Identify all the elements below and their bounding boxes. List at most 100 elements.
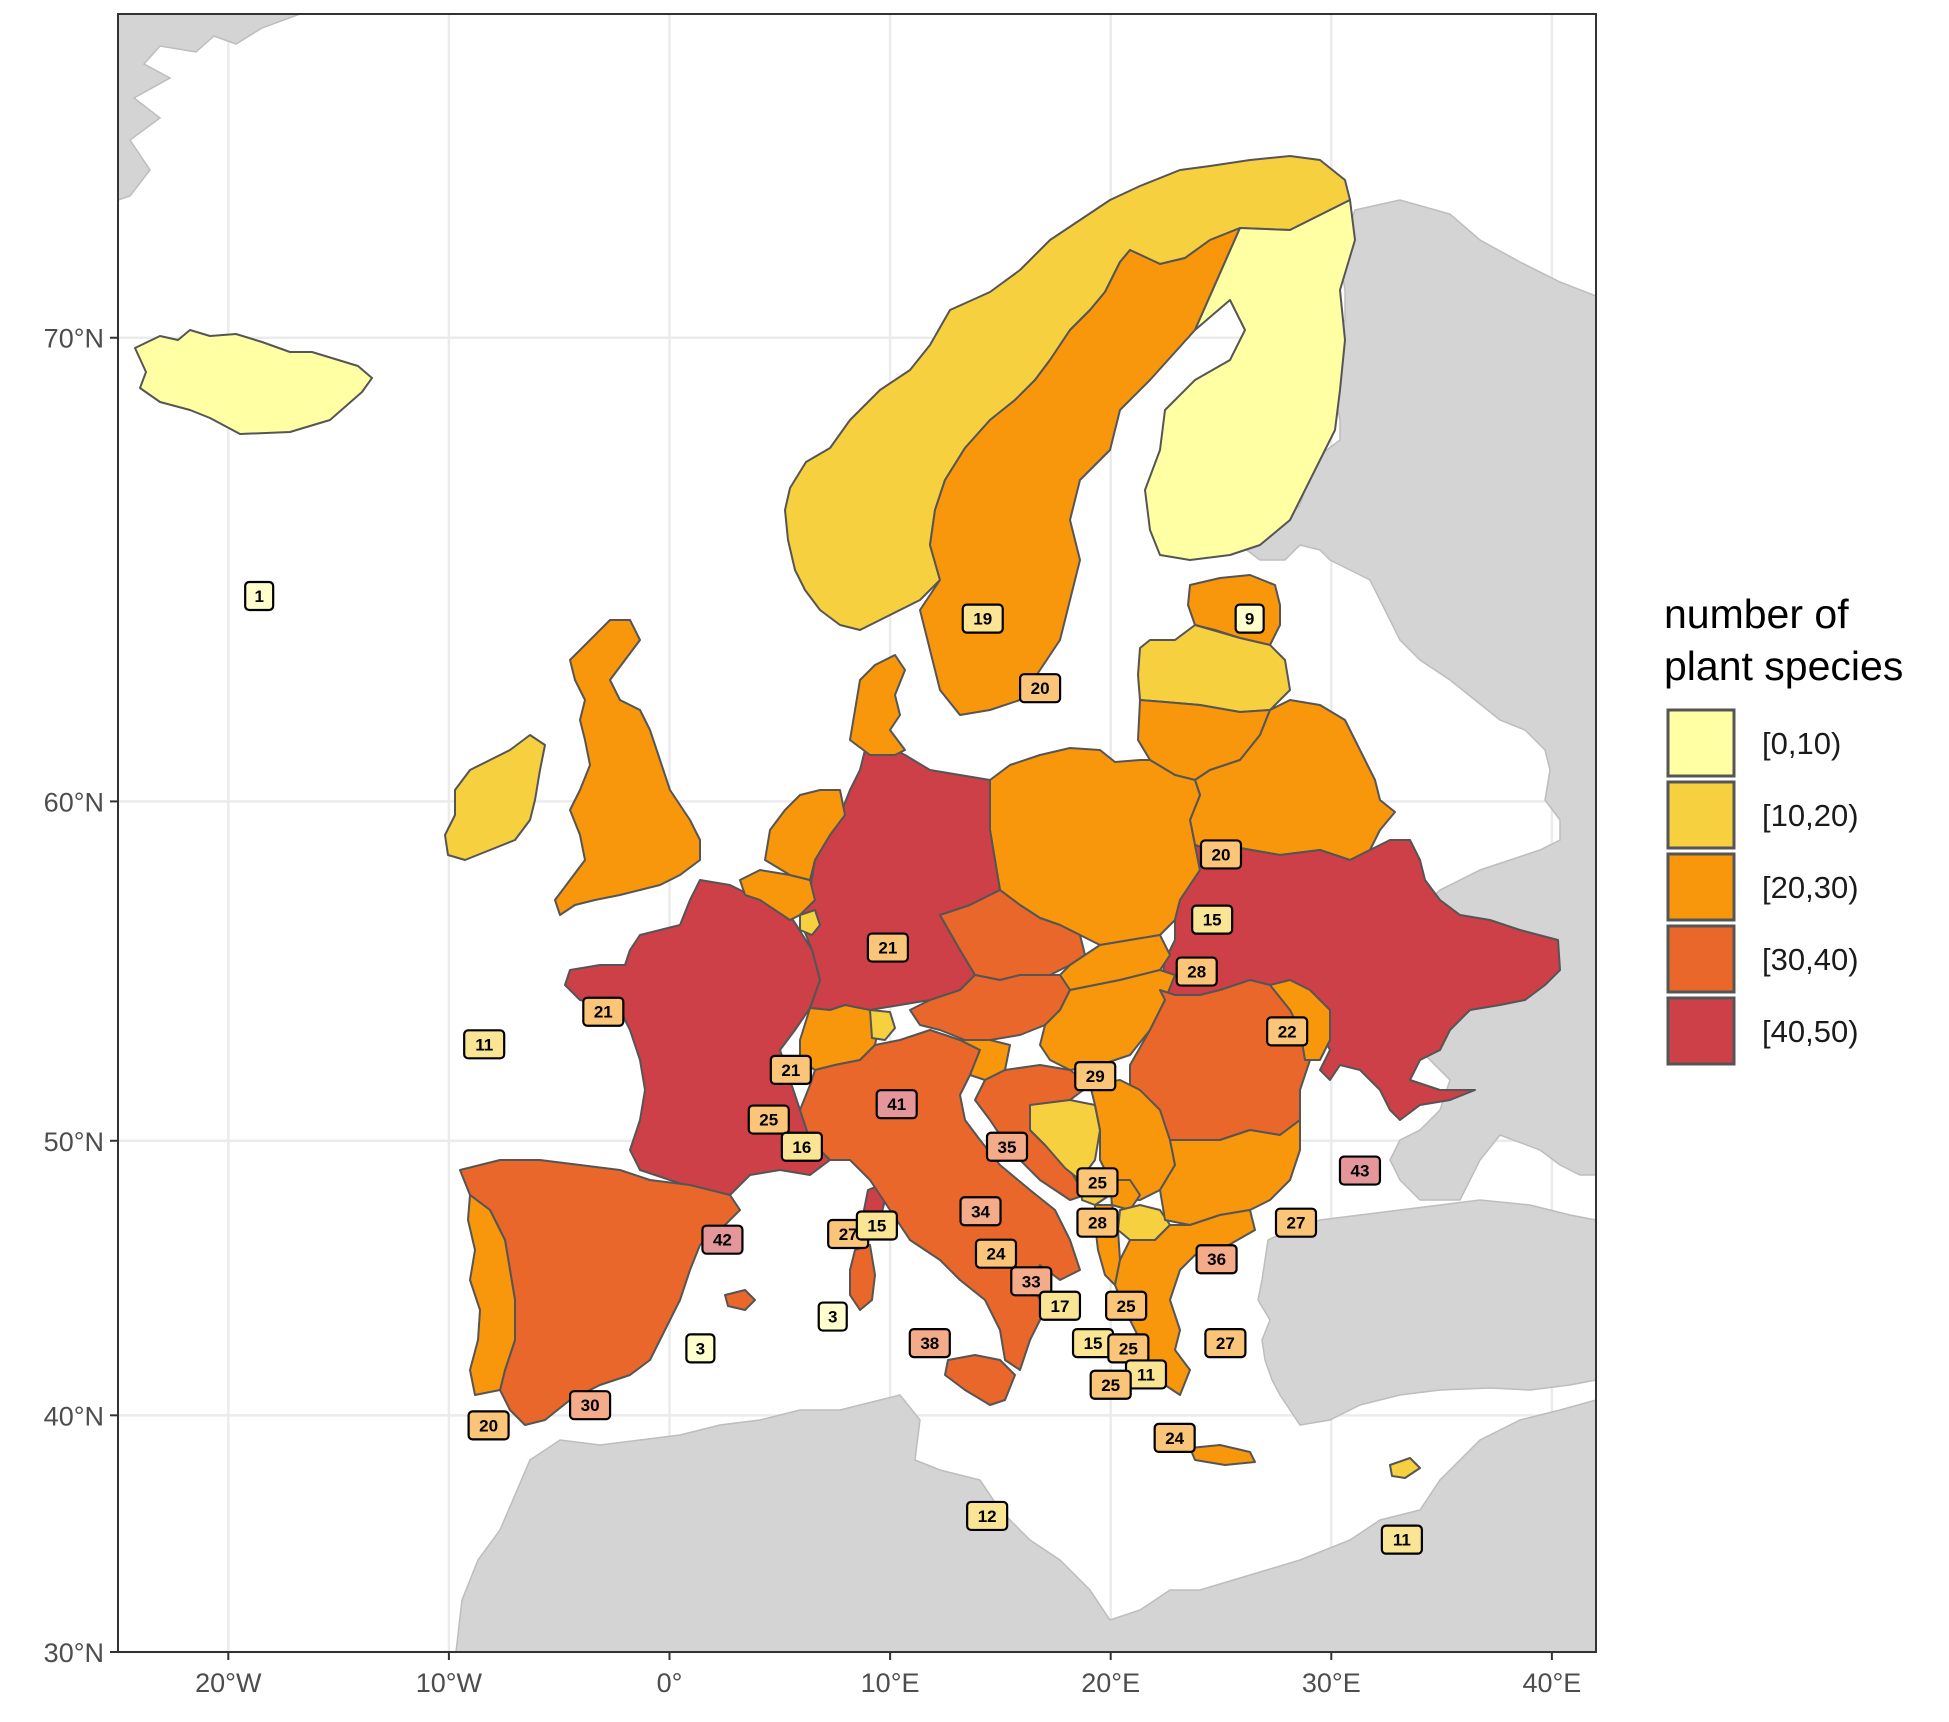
badge-value: 30	[581, 1396, 600, 1415]
value-label-badge: 25	[1089, 1369, 1132, 1400]
badge-box	[908, 1328, 951, 1359]
badge-value: 20	[1212, 845, 1231, 864]
value-label-badge: 20	[1199, 839, 1243, 870]
value-label-badge: 9	[1234, 603, 1265, 634]
value-label-badge: 11	[1380, 1524, 1423, 1555]
badge-value: 25	[1119, 1339, 1138, 1358]
hungary-region	[1039, 969, 1176, 1071]
panel-border	[117, 13, 1597, 1653]
value-label-badge: 22	[1266, 1016, 1309, 1047]
value-label-badge: 24	[974, 1238, 1018, 1269]
value-label-badge: 21	[582, 996, 625, 1027]
badge-value: 11	[1393, 1531, 1411, 1550]
badge-value: 21	[878, 939, 897, 958]
portugal-region	[467, 1194, 516, 1396]
y-tick-label: 60°N	[44, 787, 104, 817]
value-label-badge: 21	[769, 1054, 812, 1085]
y-tick-label: 40°N	[44, 1401, 104, 1431]
badge-value: 3	[696, 1339, 705, 1358]
badge-box	[701, 1224, 744, 1255]
value-label-badge: 11	[1124, 1359, 1168, 1390]
badge-box	[1195, 1244, 1238, 1275]
badge-value: 11	[1137, 1365, 1155, 1384]
badge-box	[866, 932, 909, 963]
legend-key-label: [0,10)	[1762, 726, 1841, 761]
value-label-badge: 33	[1010, 1266, 1053, 1297]
x-axis: 20°W 10°W 0° 10°E 20°E 30°E 40°E	[195, 1652, 1581, 1698]
badge-box	[467, 1410, 510, 1441]
finland-region	[1144, 199, 1356, 561]
legend-key-label: [20,30)	[1762, 870, 1859, 905]
baleares-region	[724, 1289, 756, 1311]
value-label-badge: 38	[908, 1328, 951, 1359]
value-label-badge: 43	[1338, 1155, 1382, 1186]
badge-value: 25	[759, 1111, 778, 1130]
badge-value: 12	[978, 1507, 997, 1526]
iceland-region	[134, 329, 373, 435]
badge-box	[1274, 1207, 1318, 1238]
badge-value: 24	[987, 1245, 1006, 1264]
legend-key-swatch	[1666, 924, 1736, 994]
y-tick-label: 70°N	[44, 324, 104, 354]
badge-value: 36	[1207, 1250, 1226, 1269]
badge-value: 25	[1117, 1297, 1136, 1316]
legend-key-label: [40,50)	[1762, 1014, 1859, 1049]
turkey-land	[1257, 1199, 1596, 1426]
legend-key-label: [10,20)	[1762, 798, 1859, 833]
badge-box	[685, 1333, 716, 1364]
y-tick-label: 50°N	[44, 1127, 104, 1157]
legend-key-label: [30,40)	[1762, 942, 1859, 977]
legend-key-swatch	[1666, 852, 1736, 922]
legend-key-swatch	[1666, 996, 1736, 1066]
badge-box	[1153, 1422, 1196, 1453]
badge-box	[966, 1500, 1009, 1532]
badge-box	[1175, 956, 1218, 987]
badge-value: 24	[1165, 1429, 1184, 1448]
badge-value: 28	[1088, 1214, 1107, 1233]
badge-box	[1199, 839, 1243, 870]
y-axis: 70°N 60°N 50°N 40°N 30°N	[44, 324, 118, 1668]
ireland-region	[444, 734, 546, 861]
value-label-badge: 15	[1191, 904, 1234, 935]
badge-box	[1204, 1328, 1247, 1359]
badge-value: 43	[1351, 1162, 1370, 1181]
badge-value: 35	[998, 1138, 1017, 1157]
value-label-badge: 28	[1175, 956, 1218, 987]
badge-value: 15	[867, 1217, 886, 1236]
badge-value: 9	[1245, 610, 1254, 629]
legend-key-swatch	[1666, 780, 1736, 850]
value-label-badge: 15	[855, 1210, 898, 1241]
badge-box	[959, 1196, 1002, 1227]
badge-value: 20	[1031, 679, 1050, 698]
badge-value: 21	[594, 1003, 613, 1022]
crete-region	[1189, 1444, 1256, 1466]
x-tick-label: 10°E	[861, 1668, 920, 1698]
badge-box	[817, 1301, 848, 1332]
badge-box	[1010, 1266, 1053, 1297]
badge-value: 15	[1084, 1334, 1103, 1353]
value-label-badge: 3	[817, 1301, 848, 1332]
badge-value: 27	[839, 1225, 858, 1244]
badge-value: 19	[973, 610, 992, 629]
value-label-badge: 34	[959, 1196, 1002, 1227]
sardinia-region	[849, 1244, 876, 1311]
badge-value: 15	[1203, 911, 1222, 930]
denmark-region	[849, 654, 906, 756]
badge-box	[780, 1131, 823, 1162]
value-label-badge: 16	[780, 1131, 823, 1162]
badge-value: 17	[1050, 1297, 1069, 1316]
liechtenstein-region	[869, 1009, 896, 1041]
value-label-badge: 29	[1074, 1061, 1117, 1092]
badge-box	[875, 1089, 918, 1120]
legend-title-line2: plant species	[1664, 643, 1903, 689]
uk-region	[554, 619, 701, 916]
cyprus-region	[1389, 1457, 1421, 1479]
badge-box	[1038, 1290, 1082, 1321]
badge-box	[1076, 1207, 1119, 1238]
value-label-badge: 17	[1038, 1290, 1082, 1321]
value-label-badge: 27	[1274, 1207, 1318, 1238]
badge-value: 1	[254, 587, 263, 606]
value-label-badge: 35	[985, 1131, 1029, 1162]
badge-box	[961, 603, 1004, 634]
value-label-badge: 28	[1076, 1207, 1119, 1238]
